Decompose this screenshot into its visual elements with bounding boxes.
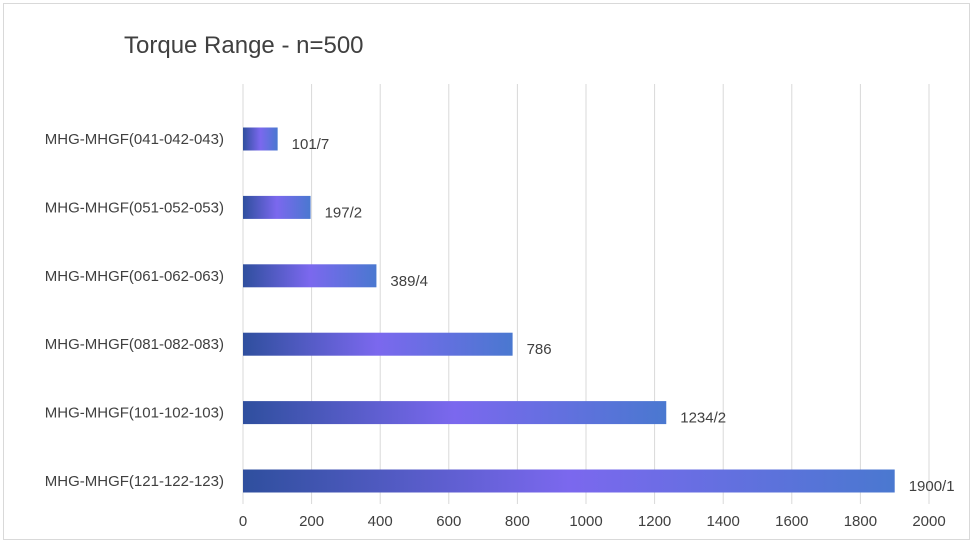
- x-tick-label: 600: [436, 513, 461, 530]
- bar: [243, 195, 311, 219]
- data-label: 101/7: [292, 136, 330, 153]
- category-label: MHG-MHGF(121-122-123): [45, 473, 224, 490]
- category-label: MHG-MHGF(081-082-083): [45, 336, 224, 353]
- data-labels: 101/7 197/2 389/4 786 1234/2 1900/1: [292, 136, 955, 495]
- category-label: MHG-MHGF(061-062-063): [45, 268, 224, 285]
- x-tick-label: 0: [239, 513, 247, 530]
- x-tick-label: 1000: [569, 513, 602, 530]
- x-tick-label: 1400: [707, 513, 740, 530]
- bar: [243, 332, 513, 356]
- bars: [243, 127, 895, 493]
- gridlines: [242, 84, 930, 504]
- category-label: MHG-MHGF(101-102-103): [45, 405, 224, 422]
- bar: [243, 127, 278, 151]
- x-tick-label: 200: [299, 513, 324, 530]
- x-tick-label: 800: [505, 513, 530, 530]
- x-tick-labels: 0 200 400 600 800 1000 1200 1400 1600 1800 2000: [239, 513, 946, 530]
- data-label: 389/4: [390, 273, 428, 290]
- bar: [243, 401, 667, 425]
- chart-title: Torque Range - n=500: [124, 32, 364, 59]
- category-label: MHG-MHGF(041-042-043): [45, 131, 224, 148]
- bar-chart: MHG-MHGF(041-042-043) MHG-MHGF(051-052-05…: [45, 84, 955, 530]
- category-labels: MHG-MHGF(041-042-043) MHG-MHGF(051-052-05…: [45, 131, 224, 490]
- data-label: 1900/1: [909, 478, 955, 495]
- category-label: MHG-MHGF(051-052-053): [45, 199, 224, 216]
- data-label: 786: [527, 341, 552, 358]
- chart-frame: Torque Range - n=500 MHG-MHGF(041-042-04…: [3, 3, 970, 540]
- data-label: 1234/2: [680, 410, 726, 427]
- x-tick-label: 400: [368, 513, 393, 530]
- data-label: 197/2: [325, 204, 363, 221]
- bar: [243, 469, 895, 493]
- x-tick-label: 1800: [844, 513, 877, 530]
- bar: [243, 264, 377, 288]
- x-tick-label: 2000: [912, 513, 945, 530]
- x-tick-label: 1200: [638, 513, 671, 530]
- x-tick-label: 1600: [775, 513, 808, 530]
